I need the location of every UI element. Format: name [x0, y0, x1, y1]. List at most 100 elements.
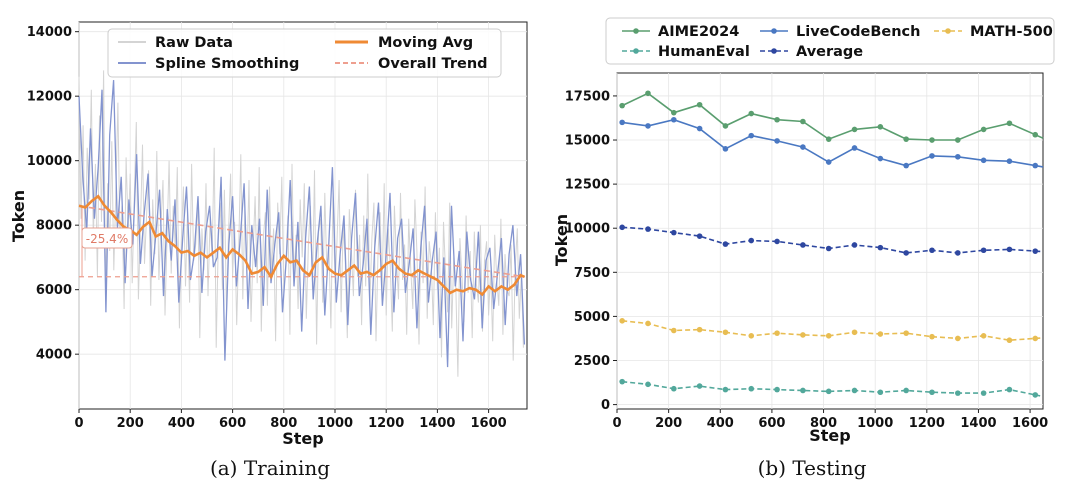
data-point-humaneval — [929, 389, 935, 396]
training-trend-line — [78, 205, 525, 278]
testing-legend-box — [605, 17, 1055, 65]
data-point-math-500 — [825, 333, 832, 339]
data-point-math-500 — [671, 327, 677, 334]
training-grid — [78, 22, 527, 409]
training-x-label: Step — [282, 429, 323, 448]
y-tick-label: 17500 — [565, 89, 610, 104]
x-tick-label: 0 — [612, 416, 621, 431]
legend-label-livecodebench: LiveCodeBench — [796, 24, 920, 40]
y-tick-label: 6000 — [36, 283, 72, 298]
data-point-humaneval — [619, 378, 625, 385]
data-point-math-500 — [903, 330, 909, 336]
data-point-average — [696, 233, 703, 239]
data-point-humaneval — [825, 388, 832, 395]
data-point-average — [748, 237, 755, 244]
data-point-aime2024 — [825, 136, 832, 142]
series-line-humaneval — [622, 380, 1036, 396]
data-point-livecodebench — [825, 159, 832, 165]
series-aime2024 — [619, 90, 1044, 143]
data-point-livecodebench — [1032, 162, 1039, 169]
legend-label-aime2024: AIME2024 — [658, 24, 739, 40]
series-math-500 — [619, 318, 1044, 344]
y-tick-label: 10000 — [27, 154, 72, 169]
data-point-humaneval — [980, 390, 987, 396]
legend-moving-label: Moving Avg — [378, 35, 473, 51]
data-point-average — [980, 247, 987, 254]
testing-panel: 0 200 400 600 800 1000 1200 1400 1600 0 2500 5000 7… — [552, 17, 1055, 480]
legend-raw-label: Raw Data — [155, 35, 233, 51]
x-tick-label: 1400 — [419, 416, 455, 431]
y-tick-label: 12500 — [565, 178, 610, 193]
data-point-humaneval — [748, 385, 755, 392]
data-point-math-500 — [1032, 335, 1039, 342]
testing-y-label: Token — [552, 214, 571, 266]
data-point-average — [1032, 248, 1039, 254]
training-y-label: Token — [9, 190, 28, 242]
y-tick-label: 8000 — [36, 219, 72, 234]
data-point-livecodebench — [800, 144, 806, 150]
y-tick-label: 14000 — [27, 25, 72, 40]
x-tick-label: 800 — [810, 416, 837, 431]
x-tick-label: 0 — [74, 416, 83, 431]
testing-legend: AIME2024 LiveCodeBench MATH-500 HumanEval Av… — [605, 17, 1055, 65]
data-point-aime2024 — [929, 137, 935, 143]
training-spline-line — [78, 80, 526, 368]
x-tick-label: 1600 — [471, 416, 507, 431]
data-point-average — [955, 250, 961, 256]
training-annotation: -25.4% — [81, 227, 133, 249]
annotation-box — [81, 227, 133, 249]
data-point-aime2024 — [1032, 131, 1039, 138]
series-livecodebench — [619, 116, 1044, 169]
x-tick-label: 200 — [655, 416, 682, 431]
data-point-humaneval — [955, 390, 961, 396]
data-point-humaneval — [851, 387, 858, 394]
data-point-average — [1006, 246, 1013, 253]
training-moving-avg-line — [78, 194, 525, 297]
data-point-math-500 — [800, 332, 806, 338]
training-raw-data-line — [78, 70, 524, 377]
data-point-aime2024 — [980, 126, 987, 133]
legend-marker-aime2024 — [633, 28, 639, 34]
data-point-humaneval — [800, 387, 806, 394]
data-point-humaneval — [774, 386, 780, 393]
data-point-humaneval — [1006, 386, 1013, 393]
legend-label-humaneval: HumanEval — [658, 44, 750, 60]
training-legend-box — [107, 28, 502, 78]
data-point-math-500 — [851, 329, 858, 336]
y-tick-label: 5000 — [574, 310, 610, 325]
data-point-humaneval — [1032, 392, 1039, 398]
legend-spline-label: Spline Smoothing — [155, 56, 299, 72]
data-point-livecodebench — [1006, 158, 1013, 164]
data-point-livecodebench — [722, 146, 729, 152]
data-point-math-500 — [1006, 337, 1013, 344]
testing-x-label: Step — [809, 426, 850, 445]
data-point-math-500 — [929, 333, 935, 340]
data-point-aime2024 — [774, 116, 780, 123]
data-point-livecodebench — [671, 116, 677, 123]
data-point-livecodebench — [619, 119, 625, 126]
x-tick-label: 400 — [707, 416, 734, 431]
data-point-livecodebench — [955, 153, 961, 160]
data-point-livecodebench — [645, 123, 651, 129]
legend-marker-math-500 — [945, 28, 951, 34]
training-panel: -25.4% 0 200 400 600 800 1000 1200 1400 1600 400… — [9, 21, 528, 480]
y-tick-label: 7500 — [574, 266, 610, 281]
data-point-aime2024 — [645, 90, 651, 97]
training-x-ticks: 0 200 400 600 800 1000 1200 1400 1600 — [74, 409, 507, 431]
data-point-humaneval — [671, 385, 677, 392]
x-tick-label: 200 — [117, 416, 144, 431]
data-point-aime2024 — [800, 118, 806, 125]
y-tick-label: 2500 — [574, 354, 610, 369]
y-tick-label: 12000 — [27, 90, 72, 105]
x-tick-label: 600 — [758, 416, 785, 431]
data-point-livecodebench — [851, 145, 858, 151]
data-point-humaneval — [696, 383, 703, 389]
data-point-livecodebench — [877, 155, 884, 162]
data-point-aime2024 — [851, 126, 858, 133]
legend-marker-average — [771, 48, 777, 54]
y-tick-label: 4000 — [36, 348, 72, 363]
data-point-math-500 — [877, 331, 884, 337]
training-legend: Raw Data Spline Smoothing Moving Avg Ove… — [107, 28, 502, 78]
x-tick-label: 1000 — [857, 416, 893, 431]
data-point-average — [903, 250, 909, 256]
